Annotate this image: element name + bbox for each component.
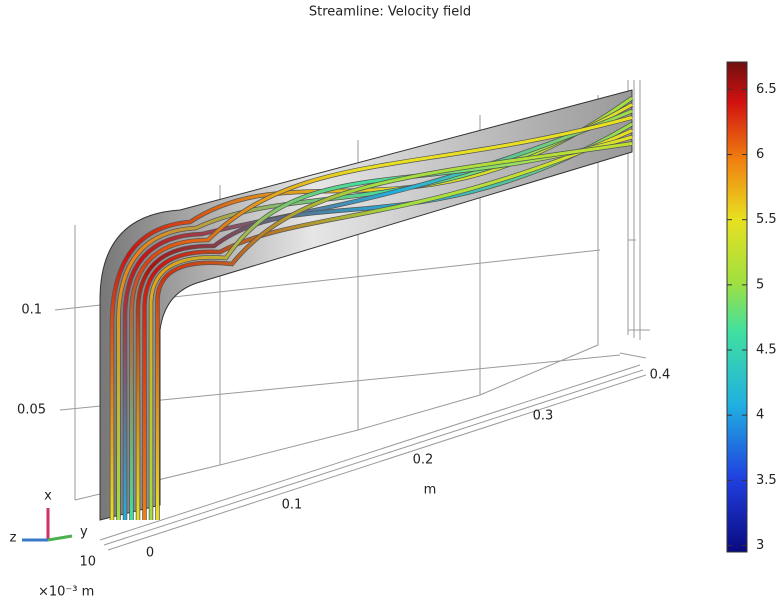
plot-title: Streamline: Velocity field	[309, 5, 471, 20]
colorbar-ticks: 3 3.5 4 4.5 5 5.5 6 6.5	[727, 82, 777, 553]
triad-x: x	[44, 489, 52, 504]
width-tick: 10	[79, 555, 96, 570]
axis-frame	[54, 80, 650, 551]
colorbar-tick-label: 5.5	[756, 212, 777, 227]
depth-tick: 0	[146, 546, 154, 561]
pipe-surface	[99, 89, 633, 521]
colorbar-tick-label: 4	[756, 408, 764, 423]
triad-y: y	[80, 525, 88, 540]
depth-axis-label: m	[424, 483, 437, 498]
depth-tick: 0.3	[533, 409, 554, 424]
streamline	[110, 96, 633, 520]
triad-z: z	[10, 531, 17, 546]
vertical-tick: 0.1	[21, 303, 42, 318]
depth-tick: 0.2	[413, 453, 434, 468]
width-unit: ×10⁻³ m	[38, 585, 94, 600]
streamline	[149, 135, 633, 520]
axis-triad: x y z	[10, 489, 88, 546]
vertical-tick: 0.05	[17, 403, 46, 418]
axis-labels: 0.1 0.05 0 0.1 0.2 0.3 0.4 m 10 ×10⁻³ m	[17, 303, 670, 600]
colorbar-tick-label: 6.5	[756, 82, 777, 97]
streamlines	[109, 96, 634, 520]
depth-tick: 0.1	[282, 498, 303, 513]
colorbar-tick-label: 6	[756, 147, 764, 162]
streamline	[130, 116, 633, 520]
colorbar-tick-label: 3	[756, 538, 764, 553]
streamline	[143, 129, 633, 520]
colorbar-tick-label: 5	[756, 277, 764, 292]
streamline	[156, 142, 633, 520]
colorbar-tick-label: 3.5	[756, 473, 777, 488]
depth-tick: 0.4	[650, 368, 671, 383]
colorbar-tick-label: 4.5	[756, 343, 777, 358]
colorbar	[726, 61, 748, 553]
